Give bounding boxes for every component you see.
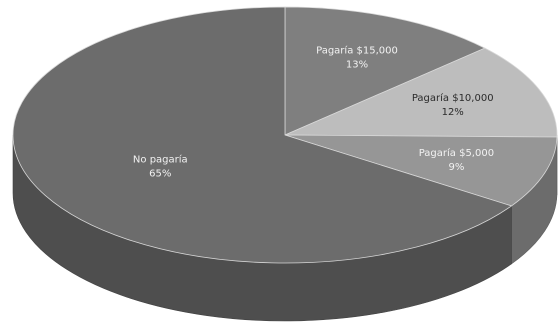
slice-value-3: 65%	[149, 168, 171, 179]
slice-label-0: Pagaría $15,000	[316, 45, 398, 57]
slice-labels: Pagaría $15,000 13% Pagaría $10,000 12% Paga…	[133, 45, 494, 180]
slice-label-2: Pagaría $5,000	[419, 147, 494, 159]
slice-value-2: 9%	[448, 162, 464, 173]
slice-label-1: Pagaría $10,000	[412, 92, 494, 104]
pie-slice-0	[284, 6, 486, 136]
slice-value-0: 13%	[346, 60, 368, 71]
pie-slice-3	[12, 6, 513, 264]
slice-label-3: No pagaría	[133, 153, 188, 165]
slice-value-1: 12%	[442, 107, 464, 118]
pie-slices	[12, 6, 558, 264]
pie-slice-2	[284, 134, 558, 207]
pie-slice-1	[284, 47, 558, 138]
